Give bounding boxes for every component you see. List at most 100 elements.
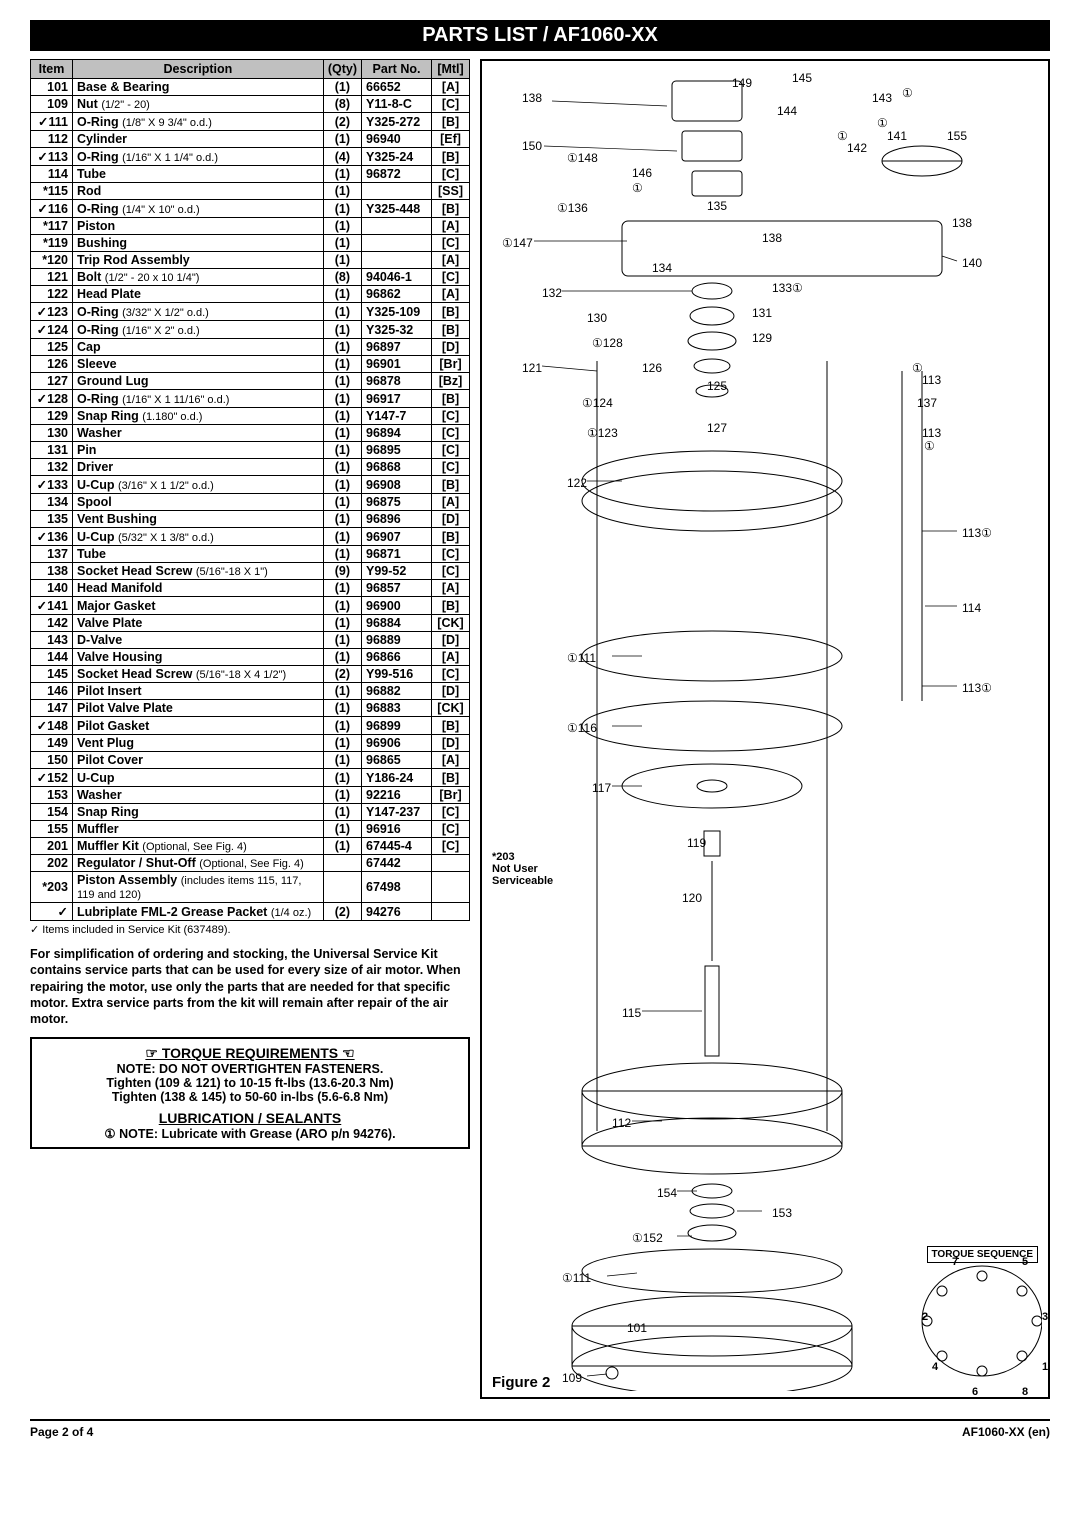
- diagram-callout: 140: [962, 256, 982, 270]
- diagram-callout: 126: [642, 361, 662, 375]
- torque-box: ☞ TORQUE REQUIREMENTS ☜ NOTE: DO NOT OVE…: [30, 1037, 470, 1149]
- diagram-callout: ①124: [582, 396, 613, 410]
- diagram-callout: 133①: [772, 281, 803, 295]
- table-row: 137Tube (1)96871[C]: [31, 546, 470, 563]
- table-row: ✓141Major Gasket (1)96900[B]: [31, 597, 470, 615]
- diagram-callout: 138: [522, 91, 542, 105]
- diagram-callout: 101: [627, 1321, 647, 1335]
- diagram-panel: *203 Not User Serviceable TORQUE SEQUENC…: [480, 59, 1050, 1399]
- column-header: [Mtl]: [432, 60, 470, 79]
- table-row: ✓136U-Cup (5/32" X 1 3/8" o.d.)(1)96907[…: [31, 528, 470, 546]
- torque-seq-number: 6: [972, 1386, 978, 1398]
- diagram-callout: 115: [622, 1006, 641, 1020]
- table-row: 122Head Plate (1)96862[A]: [31, 286, 470, 303]
- table-row: 126Sleeve (1)96901[Br]: [31, 356, 470, 373]
- table-row: ✓113O-Ring (1/16" X 1 1/4" o.d.)(4)Y325-…: [31, 148, 470, 166]
- diagram-callout: ①111: [567, 651, 596, 665]
- diagram-callout: ①: [924, 439, 935, 453]
- diagram-callout: ①116: [567, 721, 597, 735]
- diagram-callout: 149: [732, 76, 752, 90]
- lubrication-title: LUBRICATION / SEALANTS: [38, 1110, 462, 1126]
- torque-title: ☞ TORQUE REQUIREMENTS ☜: [38, 1045, 462, 1062]
- torque-seq-number: 7: [952, 1256, 958, 1268]
- diagram-callout: ①128: [592, 336, 623, 350]
- page-footer: Page 2 of 4 AF1060-XX (en): [30, 1419, 1050, 1439]
- diagram-callout: 130: [587, 311, 607, 325]
- diagram-callout: ①: [902, 86, 913, 100]
- diagram-callout: 114: [962, 601, 981, 615]
- diagram-callout: 127: [707, 421, 727, 435]
- table-row: 109Nut (1/2" - 20)(8)Y11-8-C[C]: [31, 96, 470, 113]
- table-row: 121Bolt (1/2" - 20 x 10 1/4")(8)94046-1[…: [31, 269, 470, 286]
- header-bar: PARTS LIST / AF1060-XX: [30, 20, 1050, 51]
- table-row: 201Muffler Kit (Optional, See Fig. 4)(1)…: [31, 838, 470, 855]
- diagram-callout: ①: [877, 116, 888, 130]
- diagram-callout: 138: [762, 231, 782, 245]
- not-serviceable-note: *203 Not User Serviceable: [492, 851, 553, 887]
- diagram-callout: 113①: [962, 526, 992, 540]
- diagram-callout: 135: [707, 199, 727, 213]
- table-row: 145Socket Head Screw (5/16"-18 X 4 1/2")…: [31, 666, 470, 683]
- left-column: ItemDescription(Qty)Part No.[Mtl] 101Bas…: [30, 59, 470, 1399]
- table-row: ✓133U-Cup (3/16" X 1 1/2" o.d.)(1)96908[…: [31, 476, 470, 494]
- column-header: (Qty): [323, 60, 361, 79]
- table-row: ✓148Pilot Gasket (1)96899[B]: [31, 717, 470, 735]
- diagram-callout: 138: [952, 216, 972, 230]
- table-row: 132Driver (1)96868[C]: [31, 459, 470, 476]
- table-row: 135Vent Bushing (1)96896[D]: [31, 511, 470, 528]
- ordering-note: For simplification of ordering and stock…: [30, 946, 470, 1027]
- diagram-callout: ①136: [557, 201, 588, 215]
- table-row: *115Rod (1)[SS]: [31, 183, 470, 200]
- diagram-callout: ①111: [562, 1271, 591, 1285]
- table-row: 125Cap (1)96897[D]: [31, 339, 470, 356]
- lubrication-note: ① NOTE: Lubricate with Grease (ARO p/n 9…: [38, 1126, 462, 1141]
- table-row: *117Piston (1)[A]: [31, 218, 470, 235]
- diagram-callout: 134: [652, 261, 672, 275]
- diagram-callout: 120: [682, 891, 702, 905]
- table-row: ✓124O-Ring (1/16" X 2" o.d.)(1)Y325-32[B…: [31, 321, 470, 339]
- diagram-callout: 146: [632, 166, 652, 180]
- torque-note-1: NOTE: DO NOT OVERTIGHTEN FASTENERS.: [38, 1062, 462, 1076]
- table-row: 101Base & Bearing (1)66652[A]: [31, 79, 470, 96]
- table-row: 112Cylinder (1)96940[Ef]: [31, 131, 470, 148]
- diagram-callout: 122: [567, 476, 587, 490]
- column-header: Description: [73, 60, 324, 79]
- torque-note-3: Tighten (138 & 145) to 50-60 in-lbs (5.6…: [38, 1090, 462, 1104]
- table-row: 154Snap Ring (1)Y147-237[C]: [31, 804, 470, 821]
- diagram-callout: ①: [837, 129, 848, 143]
- table-row: 129Snap Ring (1.180" o.d.)(1)Y147-7[C]: [31, 408, 470, 425]
- diagram-callout: ①147: [502, 236, 533, 250]
- diagram-callout: 112: [612, 1116, 631, 1130]
- table-row: 143D-Valve (1)96889[D]: [31, 632, 470, 649]
- diagram-callout: 150: [522, 139, 542, 153]
- diagram-callout: 113: [922, 373, 941, 387]
- table-row: 114Tube (1)96872[C]: [31, 166, 470, 183]
- torque-seq-number: 2: [922, 1311, 928, 1323]
- torque-seq-number: 1: [1042, 1361, 1048, 1373]
- diagram-callout: 113: [922, 426, 941, 440]
- diagram-callout: 153: [772, 1206, 792, 1220]
- table-row: 153Washer (1)92216[Br]: [31, 787, 470, 804]
- diagram-callout: ①123: [587, 426, 618, 440]
- table-row: 138Socket Head Screw (5/16"-18 X 1")(9)Y…: [31, 563, 470, 580]
- diagram-callout: 145: [792, 71, 812, 85]
- table-row: *203Piston Assembly (includes items 115,…: [31, 872, 470, 903]
- table-row: 155Muffler (1)96916[C]: [31, 821, 470, 838]
- torque-seq-number: 3: [1042, 1311, 1048, 1323]
- diagram-callout: 132: [542, 286, 562, 300]
- diagram-callout: 131: [752, 306, 772, 320]
- diagram-callout: 154: [657, 1186, 677, 1200]
- diagram-callout: 113①: [962, 681, 992, 695]
- diagram-callout: ①148: [567, 151, 598, 165]
- column-header: Item: [31, 60, 73, 79]
- table-row: ✓111O-Ring (1/8" X 9 3/4" o.d.)(2)Y325-2…: [31, 113, 470, 131]
- table-row: 149Vent Plug (1)96906[D]: [31, 735, 470, 752]
- diagram-callout: 137: [917, 396, 937, 410]
- table-row: 131Pin (1)96895[C]: [31, 442, 470, 459]
- table-row: *119Bushing (1)[C]: [31, 235, 470, 252]
- table-row: 130Washer (1)96894[C]: [31, 425, 470, 442]
- diagram-callout: 155: [947, 129, 967, 143]
- diagram-callout: 141: [887, 129, 907, 143]
- table-row: 140Head Manifold (1)96857[A]: [31, 580, 470, 597]
- table-row: 142Valve Plate (1)96884[CK]: [31, 615, 470, 632]
